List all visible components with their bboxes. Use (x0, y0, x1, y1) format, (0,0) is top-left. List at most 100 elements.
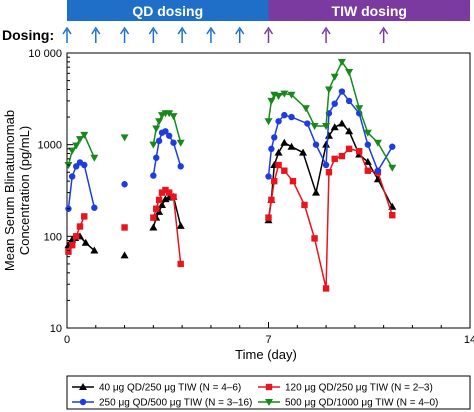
series-2-point (374, 167, 382, 174)
series-0-point (157, 200, 166, 208)
series-3-point (330, 73, 339, 81)
series-3-point (120, 134, 129, 142)
series-1-point (275, 161, 282, 169)
tiw-dose-arrow-2-head (379, 26, 389, 35)
y-axis-title-line: Mean Serum Blinatumomab (2, 110, 17, 271)
series-2-point (155, 137, 163, 145)
dosing-band-1 (268, 0, 470, 21)
series-0-point (149, 223, 158, 231)
series-2-point (288, 113, 295, 121)
qd-dose-arrow-2-head (119, 26, 130, 35)
series-layer (64, 58, 397, 292)
series-1-point (281, 167, 288, 174)
series-0-point (337, 119, 346, 127)
series-3-point (388, 164, 397, 172)
series-1-point (158, 189, 166, 196)
series-2-point (177, 163, 184, 170)
series-1 (65, 145, 396, 292)
series-3-point (324, 86, 333, 94)
series-1-point (389, 212, 396, 219)
series-3-point (264, 118, 273, 126)
series-1-point (121, 224, 128, 231)
series-2-point (165, 132, 173, 139)
series-2-point (91, 204, 98, 211)
series-2-point (68, 173, 76, 180)
y-tick-label: 10 000 (28, 48, 62, 60)
series-3-point (152, 125, 161, 133)
series-3-point (373, 139, 382, 147)
y-axis-title-line: Concentration (pg/mL) (17, 126, 32, 255)
dosing-band-0 (67, 0, 269, 21)
series-1-point (289, 177, 297, 185)
series-0-point (330, 123, 339, 131)
series-1-point (170, 193, 177, 200)
series-1-point (325, 169, 333, 176)
y-tick-label: 100 (44, 231, 62, 243)
legend-marker-2 (79, 398, 87, 406)
tiw-dose-arrow-1-head (321, 26, 331, 35)
qd-dose-arrow-6-head (235, 26, 245, 35)
series-1-point (153, 205, 160, 212)
qd-dose-arrow-5-head (206, 26, 216, 35)
series-3-point (68, 147, 77, 155)
legend-label-0: 40 μg QD/250 μg TIW (N = 4–6) (99, 383, 241, 394)
x-axis-title: Time (day) (235, 347, 297, 362)
series-2-point (345, 97, 353, 105)
series-1-point (177, 260, 184, 268)
series-1-point (268, 196, 275, 204)
qd-dose-arrow-0-head (62, 26, 72, 35)
series-3-point (310, 122, 319, 130)
series-2-point (275, 118, 282, 125)
series-1-point (301, 201, 308, 209)
series-2-point (389, 143, 396, 150)
x-tick-label: 7 (265, 334, 271, 346)
series-3-point (165, 110, 174, 118)
series-3-point (169, 113, 178, 121)
series-2-point (322, 161, 330, 169)
series-2-point (162, 128, 169, 135)
y-tick-label: 1000 (38, 140, 62, 152)
series-3-point (155, 118, 164, 126)
series-3-point (363, 129, 372, 137)
series-2-point (331, 100, 338, 107)
series-3-point (355, 105, 364, 113)
series-3-point (345, 69, 354, 77)
series-1-point (155, 196, 163, 204)
qd-dose-arrow-4-head (177, 26, 187, 35)
series-3-point (149, 141, 158, 149)
series-1-point (162, 186, 169, 194)
series-3-point (75, 136, 84, 144)
dosing-band-label-1: TIW dosing (332, 3, 407, 19)
series-2-point (338, 88, 346, 95)
series-2-point (268, 145, 275, 153)
series-3-point (287, 91, 296, 99)
series-2-point (150, 172, 157, 179)
series-1-point (311, 235, 318, 242)
x-tick-label: 0 (64, 334, 70, 346)
series-1-point (265, 214, 272, 221)
series-1-point (345, 145, 353, 153)
series-1-point (331, 155, 338, 163)
series-1-point (81, 213, 88, 220)
series-1-point (65, 248, 72, 255)
legend-label-1: 120 μg QD/250 μg TIW (N = 2–3) (285, 383, 433, 394)
series-2-point (121, 181, 128, 188)
series-0-point (311, 188, 320, 196)
series-1-point (338, 152, 346, 160)
series-0-point (274, 148, 283, 156)
dosing-band-label-0: QD dosing (132, 3, 203, 19)
series-0-point (120, 251, 129, 259)
legend-marker-3 (265, 399, 273, 406)
series-0-point (322, 140, 331, 148)
dosing-bands: QD dosing TIW dosing (67, 0, 470, 21)
qd-dose-arrow-1-head (91, 26, 101, 35)
series-3-point (80, 131, 89, 139)
series-1-point (165, 189, 173, 196)
series-3-point (274, 92, 283, 100)
series-2-point (281, 111, 288, 119)
series-2-point (170, 139, 177, 146)
series-3-point (90, 154, 99, 162)
legend-marker-0 (79, 383, 87, 390)
series-2-point (265, 173, 272, 180)
